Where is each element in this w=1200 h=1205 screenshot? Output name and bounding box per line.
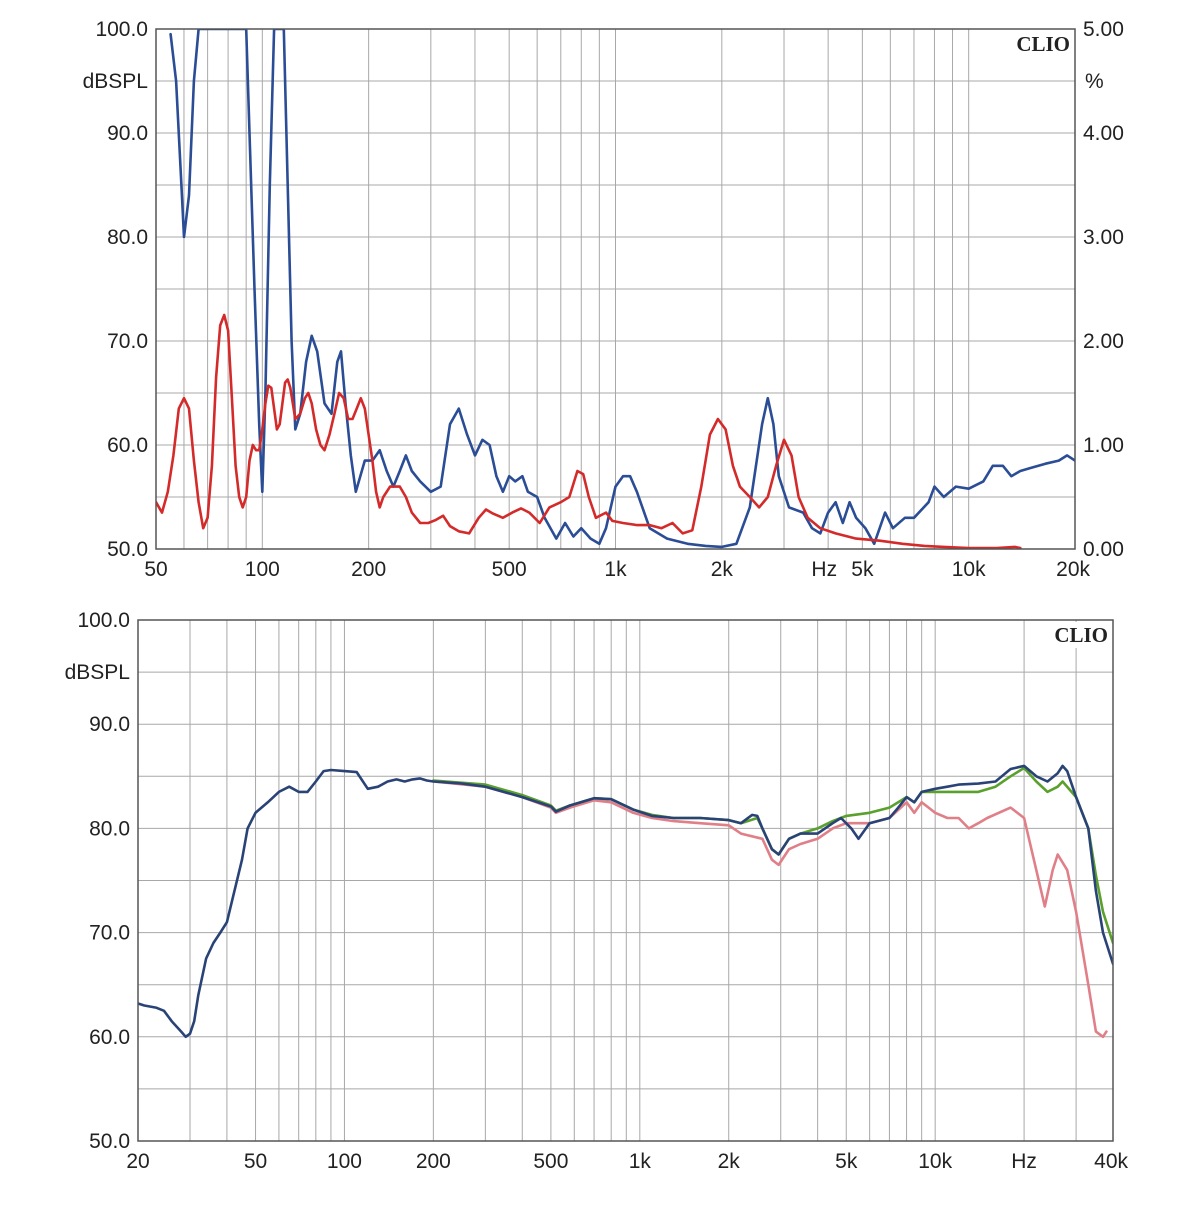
plot-frame (137, 619, 1114, 1142)
y-tick-label: 80.0 (107, 226, 148, 249)
y-tick-label: 90.0 (107, 122, 148, 145)
clio-logo: CLIO (1016, 32, 1070, 56)
x-tick-label: 40k (1094, 1150, 1128, 1173)
x-unit-label: Hz (1011, 1150, 1037, 1173)
y-axis-label: dBSPL (83, 70, 148, 93)
clio-logo: CLIO (1054, 623, 1108, 647)
y2-tick-label: 5.00 (1083, 18, 1124, 41)
distortion-response-chart: 100.0 90.0 80.0 70.0 60.0 50.0 dBSPL 5.00 4.00 3.… (83, 18, 1124, 581)
x-tick-label: 2k (718, 1150, 741, 1173)
y2-axis-label: % (1085, 70, 1104, 93)
x-tick-label: 10k (952, 558, 986, 581)
grid (156, 29, 1075, 549)
y-tick-label: 60.0 (107, 434, 148, 457)
y-tick-label: 70.0 (89, 922, 130, 945)
x-tick-label: 1k (629, 1150, 652, 1173)
plot-frame (155, 28, 1076, 550)
frequency-response-chart: 100.0 90.0 80.0 70.0 60.0 50.0 dBSPL 20 50 100 200… (65, 609, 1129, 1173)
x-tick-label: 50 (144, 558, 167, 581)
y-axis-label: dBSPL (65, 661, 130, 684)
series-line-3 (138, 764, 1113, 1039)
y2-tick-label: 1.00 (1083, 434, 1124, 457)
x-tick-label: 5k (835, 1150, 858, 1173)
y-tick-label: 90.0 (89, 713, 130, 736)
y-tick-label: 80.0 (89, 817, 130, 840)
y-tick-label: 50.0 (107, 538, 148, 561)
y2-tick-label: 2.00 (1083, 330, 1124, 353)
y2-tick-label: 4.00 (1083, 122, 1124, 145)
y2-tick-label: 0.00 (1083, 538, 1124, 561)
y-tick-label: 100.0 (77, 609, 130, 632)
brand-background (1037, 622, 1109, 648)
y-tick-label: 100.0 (95, 18, 148, 41)
x-tick-label: 200 (416, 1150, 451, 1173)
series-line-1 (169, 29, 1075, 549)
y-tick-label: 70.0 (107, 330, 148, 353)
x-tick-label: 100 (245, 558, 280, 581)
x-tick-label: 10k (918, 1150, 952, 1173)
brand-background (999, 31, 1071, 57)
x-tick-label: 200 (351, 558, 386, 581)
x-tick-label: 20 (126, 1150, 149, 1173)
grid (138, 620, 1113, 1141)
x-tick-label: 500 (533, 1150, 568, 1173)
x-tick-label: 50 (244, 1150, 267, 1173)
x-tick-label: 2k (711, 558, 734, 581)
x-tick-label: 20k (1056, 558, 1090, 581)
y-tick-label: 60.0 (89, 1026, 130, 1049)
x-tick-label: 1k (604, 558, 627, 581)
curves (156, 29, 1075, 549)
x-unit-label: Hz (811, 558, 837, 581)
x-tick-label: 100 (327, 1150, 362, 1173)
series-line-2 (156, 313, 1022, 549)
curves (138, 764, 1113, 1039)
y-tick-label: 50.0 (89, 1130, 130, 1153)
y2-tick-label: 3.00 (1083, 226, 1124, 249)
x-tick-label: 5k (851, 558, 874, 581)
x-tick-label: 500 (492, 558, 527, 581)
